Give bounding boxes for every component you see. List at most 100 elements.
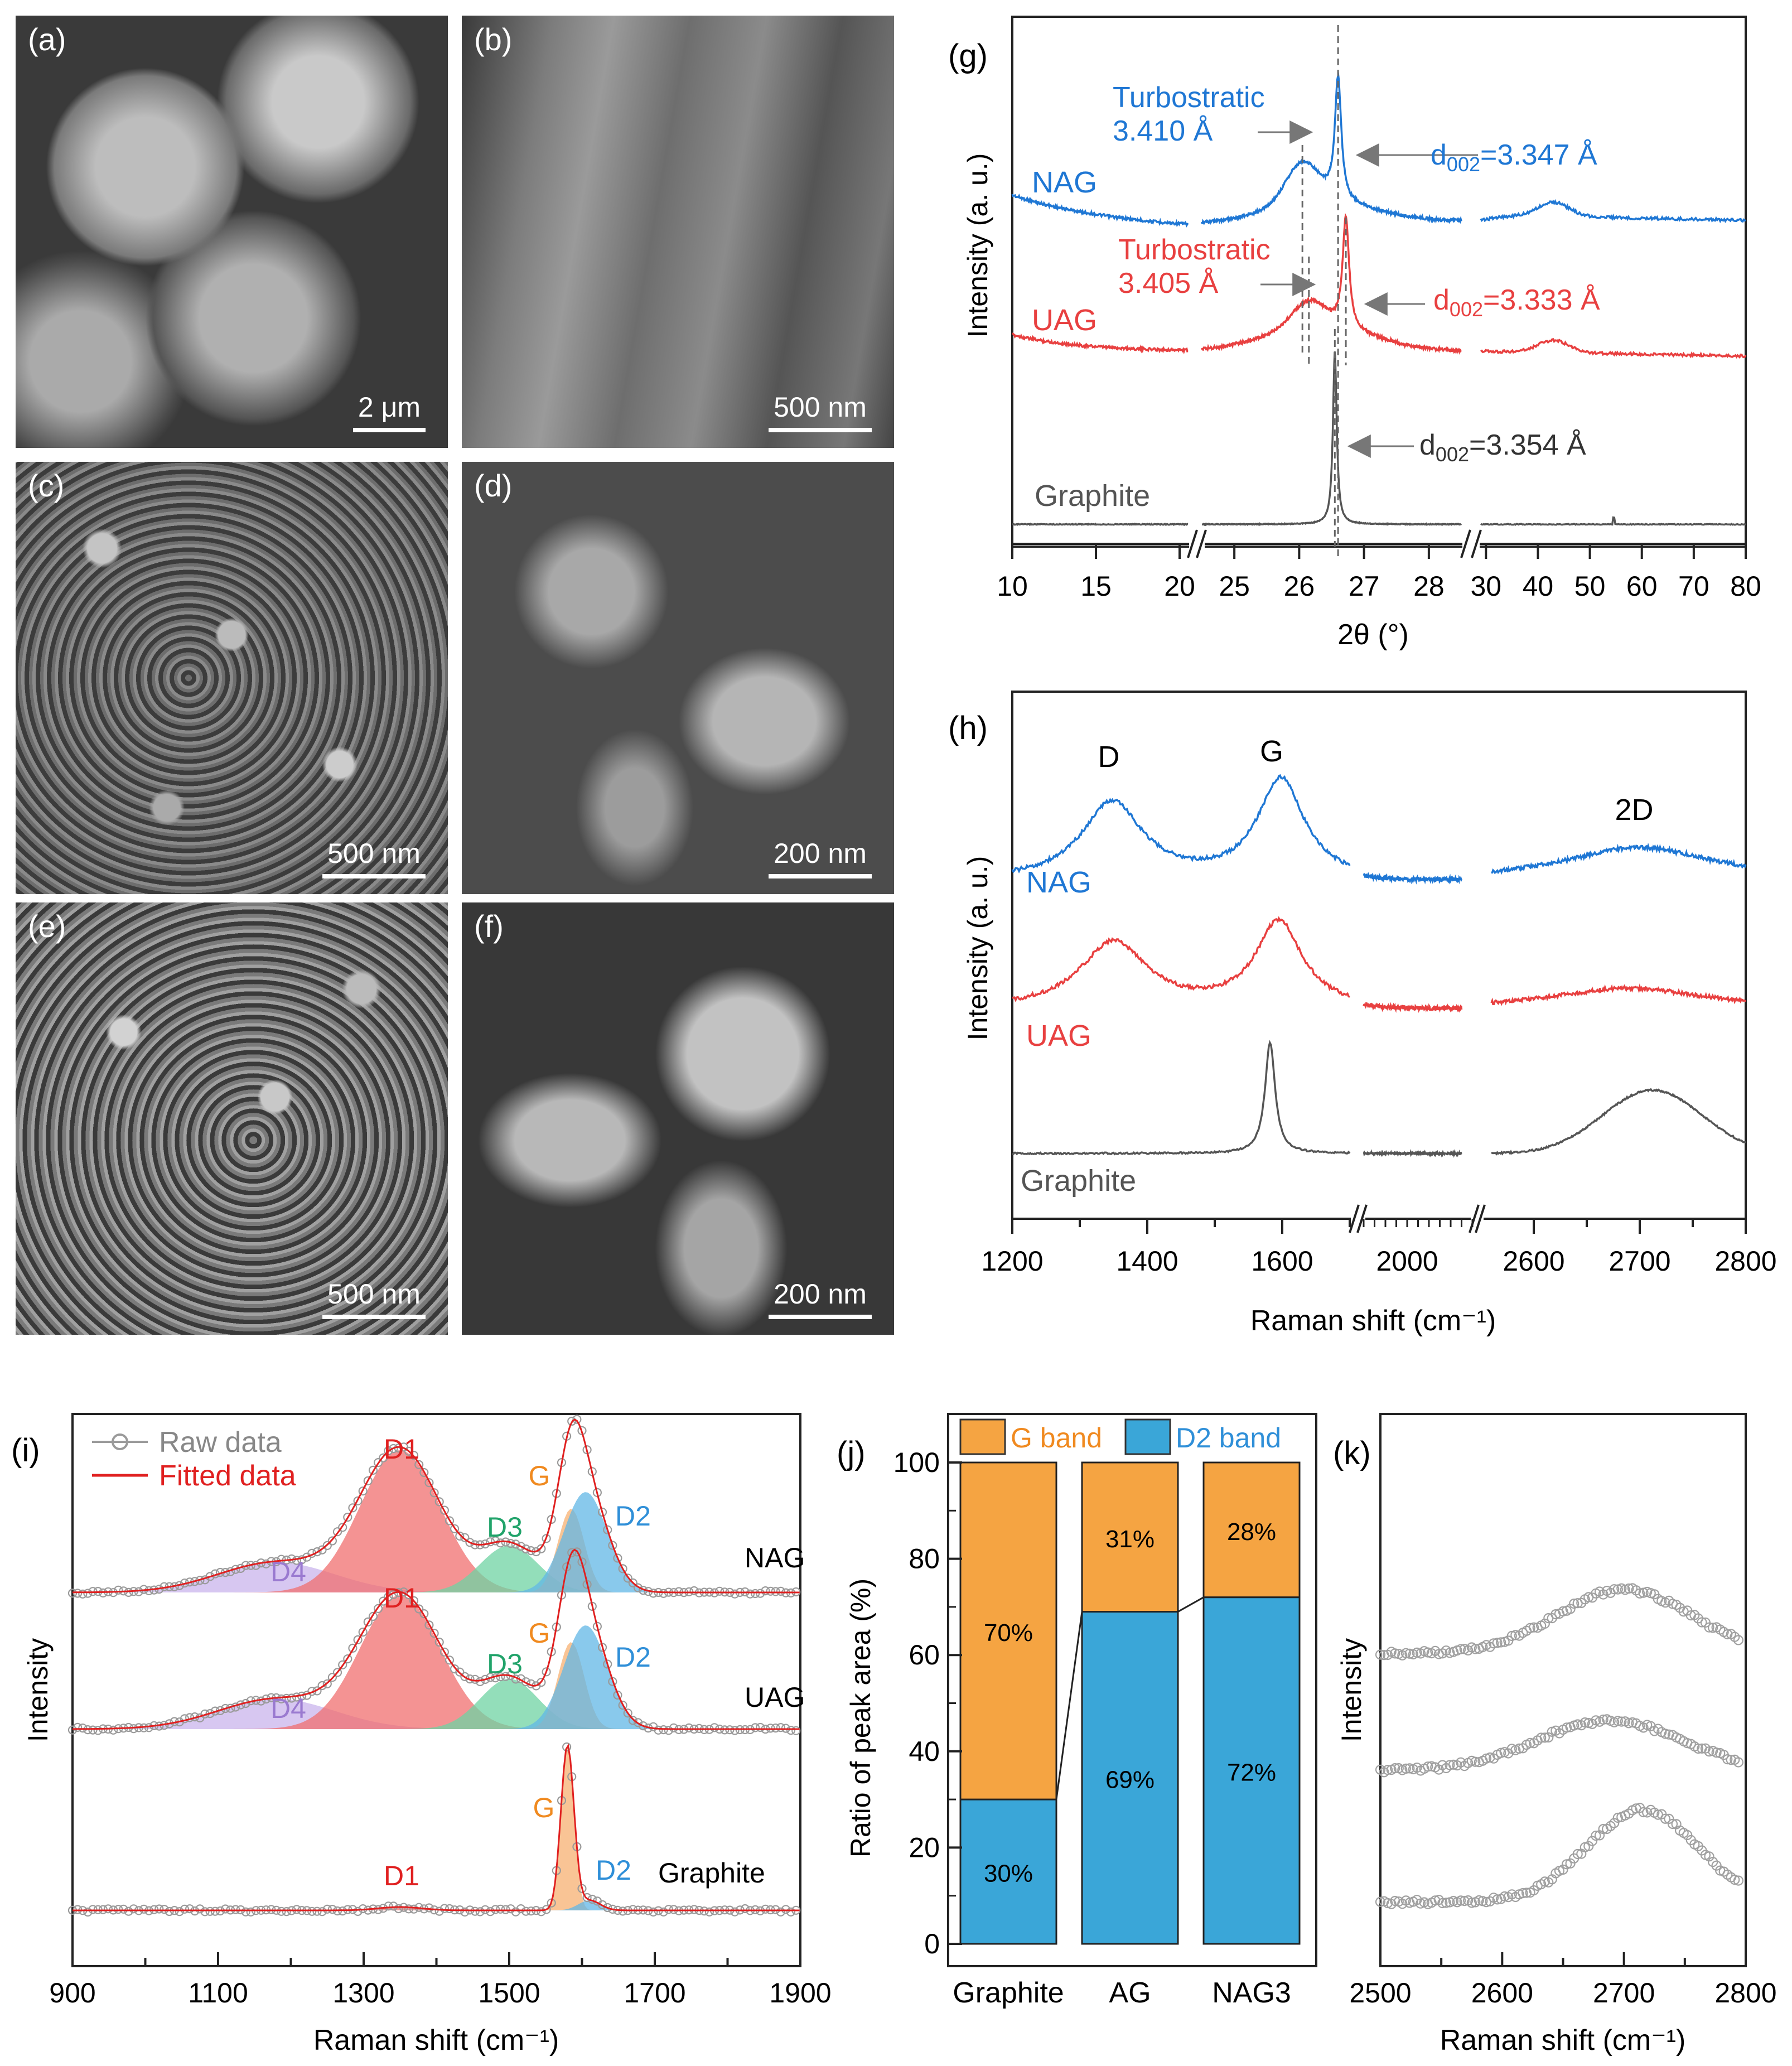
i-raw-point — [67, 1725, 78, 1735]
i-raw-point — [460, 1907, 470, 1917]
k-data-point — [1612, 1716, 1623, 1726]
i-raw-point — [475, 1907, 485, 1917]
g-curve-nag — [1011, 194, 1189, 228]
i-raw-point — [496, 1538, 505, 1548]
i-tick-label: 1500 — [478, 1977, 540, 2009]
scale-bar: 200 nm — [769, 1278, 872, 1319]
g-nag-d002: d002=3.347 Å — [1431, 139, 1597, 176]
k-data-point — [1704, 1622, 1714, 1633]
k-data-point — [1708, 1623, 1718, 1633]
k-data-point — [1587, 1836, 1597, 1846]
g-axis-break-mark — [1196, 529, 1207, 558]
g-curve-uag — [1480, 338, 1747, 359]
i-tick-label: 1700 — [624, 1977, 685, 2009]
panel-i-fitting: (i) 900 1100 1300 1500 1700 1900 Intensity Ra… — [11, 1413, 832, 2057]
i-raw-point — [582, 1893, 592, 1903]
i-raw-point — [373, 1905, 383, 1914]
i-raw-point — [781, 1905, 791, 1914]
g-nag-turbo-2: 3.410 Å — [1113, 115, 1213, 147]
i-raw-point — [603, 1525, 612, 1534]
g-tick-label: 50 — [1574, 571, 1606, 602]
i-raw-point — [562, 1742, 572, 1752]
k-data-point — [1536, 1732, 1547, 1743]
j-tick-label: 40 — [909, 1736, 940, 1767]
h-curve-nag — [1011, 774, 1351, 873]
i-raw-point — [114, 1905, 123, 1914]
legend-d2band: D2 band — [1176, 1422, 1281, 1454]
k-data-point — [1423, 1761, 1433, 1772]
i-raw-point — [210, 1906, 220, 1916]
i-raw-point — [78, 1724, 88, 1733]
i-raw-point — [613, 1690, 622, 1700]
k-data-point — [1730, 1875, 1740, 1885]
scale-bar: 2 μm — [353, 391, 426, 432]
i-raw-point — [572, 1415, 582, 1424]
scale-bar: 200 nm — [769, 837, 872, 878]
i-raw-point — [654, 1725, 663, 1735]
i-raw-point — [221, 1703, 230, 1713]
k-data-point — [1383, 1898, 1393, 1909]
scale-bar-line — [322, 874, 426, 878]
h-label-nag: NAG — [1026, 866, 1091, 899]
j-tick-label: 100 — [893, 1447, 940, 1478]
i-nag-D2: D2 — [615, 1500, 651, 1532]
i-raw-point — [175, 1907, 184, 1917]
panel-h-ylabel: Intensity (a. u.) — [962, 856, 993, 1041]
k-data-point — [1711, 1748, 1722, 1758]
i-raw-point — [750, 1589, 760, 1599]
k-data-point — [1722, 1754, 1733, 1765]
i-raw-point — [287, 1693, 296, 1703]
g-tick-label: 80 — [1730, 571, 1761, 602]
h-label-graphite: Graphite — [1021, 1164, 1136, 1198]
k-data-point — [1400, 1763, 1411, 1774]
j-bar-g — [1081, 1461, 1179, 1613]
i-band-d2 — [73, 1492, 800, 1592]
i-raw-point — [404, 1904, 414, 1914]
i-raw-point — [649, 1907, 658, 1917]
i-raw-point — [88, 1905, 98, 1914]
i-raw-point — [368, 1465, 378, 1475]
i-raw-point — [434, 1497, 444, 1507]
k-data-point — [1616, 1716, 1627, 1727]
sem-panel-label: (a) — [28, 22, 66, 57]
j-label-g: 31% — [1105, 1526, 1155, 1553]
h-axis-break-mark — [1349, 1204, 1360, 1233]
i-gr-D1: D1 — [384, 1860, 419, 1891]
scale-bar-text: 500 nm — [327, 1278, 421, 1310]
h-tick-label: 2000 — [1376, 1246, 1438, 1277]
i-raw-point — [542, 1667, 551, 1677]
i-raw-point — [414, 1604, 424, 1614]
k-data-point — [1697, 1617, 1707, 1628]
sem-panel-label: (b) — [474, 22, 513, 57]
i-raw-point — [154, 1904, 164, 1914]
k-data-point — [1390, 1763, 1400, 1774]
i-raw-point — [327, 1536, 337, 1546]
i-raw-point — [424, 1478, 434, 1488]
sem-image-d: (d) 200 nm — [462, 462, 894, 894]
panel-i-xlabel: Raman shift (cm⁻¹) — [313, 2024, 559, 2057]
k-data-point — [1521, 1888, 1532, 1898]
i-raw-point — [521, 1677, 531, 1687]
i-raw-point — [608, 1541, 617, 1550]
j-bar-d2 — [1202, 1596, 1301, 1945]
k-data-point — [1565, 1604, 1576, 1614]
scale-bar-text: 200 nm — [774, 838, 867, 869]
h-tick-label: 1200 — [981, 1246, 1043, 1277]
j-tick-label: 60 — [909, 1639, 940, 1671]
k-data-point — [1558, 1864, 1568, 1875]
i-raw-point — [730, 1726, 740, 1735]
panel-g-ylabel: Intensity (a. u.) — [962, 153, 993, 338]
i-raw-point — [332, 1668, 342, 1677]
i-raw-point — [327, 1673, 337, 1682]
k-data-point — [1562, 1859, 1572, 1870]
i-raw-point — [429, 1629, 439, 1638]
panel-j-ylabel: Ratio of peak area (%) — [845, 1579, 876, 1857]
i-raw-point — [592, 1621, 602, 1631]
panel-k-label: (k) — [1333, 1435, 1371, 1471]
i-raw-point — [730, 1907, 740, 1917]
scale-bar-text: 500 nm — [327, 838, 421, 869]
i-raw-point — [445, 1516, 455, 1526]
i-tick-label: 1900 — [769, 1977, 831, 2009]
i-raw-point — [282, 1693, 291, 1703]
i-uag-D3: D3 — [487, 1648, 523, 1679]
